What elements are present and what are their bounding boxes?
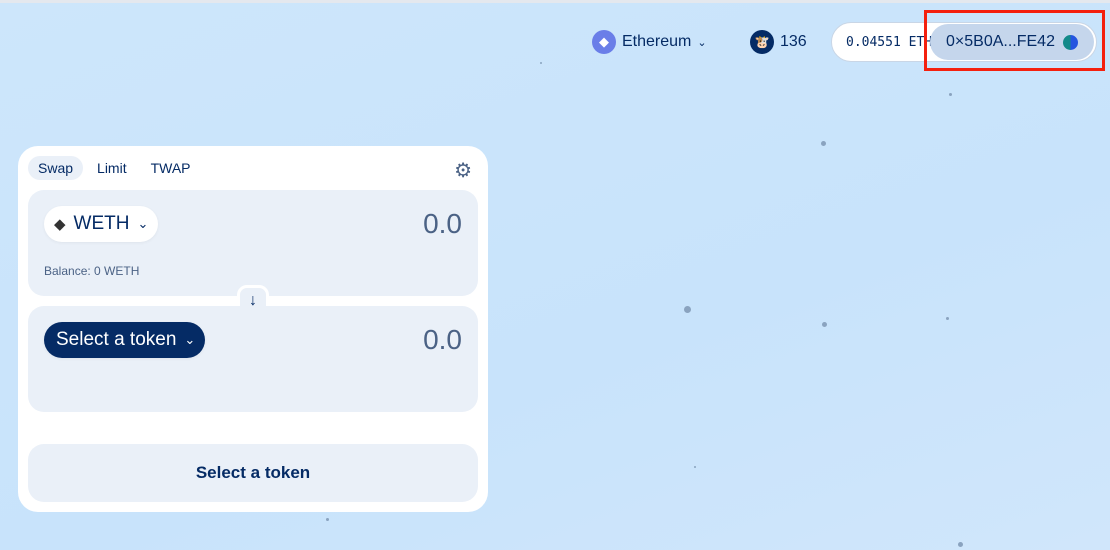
cow-counter[interactable]: 🐮 136 [750, 22, 807, 62]
highlight-box [924, 10, 1105, 71]
buy-amount-input[interactable]: 0.0 [423, 324, 462, 355]
trade-tabs: Swap Limit TWAP [28, 156, 201, 180]
sell-amount-input[interactable]: 0.0 [423, 208, 462, 239]
chevron-down-icon: ⌄ [184, 332, 196, 347]
background-dot [946, 317, 949, 320]
account-button[interactable]: 0.04551 ETH 0×5B0A...FE42 [831, 22, 1097, 62]
top-border [0, 0, 1110, 3]
buy-token-label: Select a token [56, 329, 177, 350]
cow-icon: 🐮 [750, 30, 774, 54]
background-dot [694, 466, 696, 468]
cow-count: 136 [780, 33, 807, 50]
background-dot [822, 322, 827, 327]
sell-token-selector[interactable]: ◆ WETH ⌄ [44, 206, 159, 242]
tab-limit[interactable]: Limit [97, 160, 127, 176]
chevron-down-icon: ⌄ [137, 216, 149, 231]
chevron-down-icon: ⌄ [697, 36, 707, 49]
background-dot [821, 141, 826, 146]
buy-token-selector[interactable]: Select a token ⌄ [44, 322, 206, 358]
sell-token-label: WETH [73, 213, 130, 234]
network-label: Ethereum [622, 33, 692, 50]
gear-icon[interactable]: ⚙ [454, 160, 472, 182]
wallet-address: 0×5B0A...FE42 [946, 33, 1055, 50]
wallet-address-button[interactable]: 0×5B0A...FE42 [930, 24, 1094, 60]
swap-widget: Swap Limit TWAP ⚙ ◆ WETH ⌄ 0.0 Balance: … [18, 146, 488, 512]
sell-balance: Balance: 0 WETH [44, 264, 140, 278]
background-dot [326, 518, 329, 521]
network-selector[interactable]: ◆ Ethereum ⌄ [592, 22, 707, 62]
sell-panel: ◆ WETH ⌄ 0.0 Balance: 0 WETH [28, 190, 478, 296]
background-dot [684, 306, 691, 313]
tab-swap[interactable]: Swap [28, 156, 84, 180]
arrow-down-icon: ↓ [249, 292, 257, 309]
eth-balance: 0.04551 ETH [846, 34, 933, 50]
buy-panel: Select a token ⌄ 0.0 [28, 306, 478, 412]
ethereum-icon: ◆ [592, 30, 616, 54]
background-dot [958, 542, 963, 547]
weth-icon: ◆ [54, 216, 66, 233]
select-token-button[interactable]: Select a token [28, 444, 478, 502]
background-dot [949, 93, 952, 96]
wallet-avatar-icon [1062, 34, 1078, 50]
tab-twap[interactable]: TWAP [150, 160, 191, 176]
background-dot [540, 62, 542, 64]
